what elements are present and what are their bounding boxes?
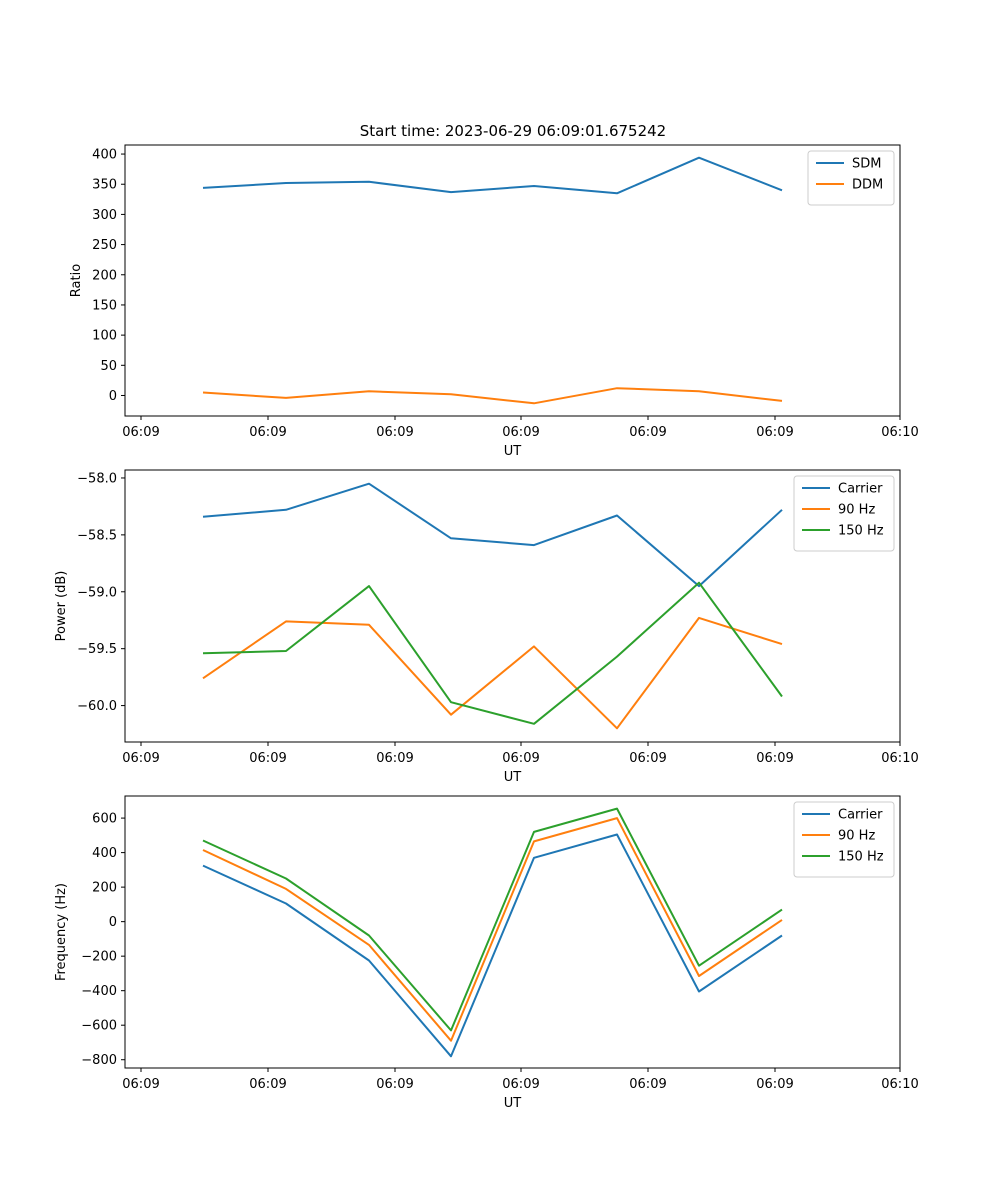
- y-tick-label: −400: [81, 984, 117, 999]
- panel-2: 06:09 06:09 06:09 06:09 06:09 06:09 06:10 −60.0…: [54, 469, 919, 785]
- x-tick-label: 06:09: [122, 1077, 159, 1092]
- legend-box: [793, 801, 895, 878]
- x-tick-label: 06:09: [249, 425, 286, 440]
- x-tick-label: 06:10: [881, 425, 918, 440]
- y-tick-label: −59.0: [77, 585, 117, 600]
- y-tick-label: −59.5: [77, 642, 117, 657]
- x-tick-label: 06:09: [249, 1077, 286, 1092]
- y-tick-label: 0: [109, 915, 117, 930]
- series-line-150-hz: [202, 807, 783, 1032]
- y-tick-label: 350: [92, 178, 117, 193]
- x-tick-label: 06:09: [122, 751, 159, 766]
- y-tick-label: −58.0: [77, 471, 117, 486]
- legend-label: 90 Hz: [838, 503, 875, 518]
- x-tick-label: 06:09: [376, 751, 413, 766]
- x-tick-label: 06:10: [881, 1077, 918, 1092]
- y-tick-label: 200: [92, 268, 117, 283]
- x-tick-label: 06:09: [376, 425, 413, 440]
- y-tick-label: 400: [92, 148, 117, 163]
- axes-frame: [124, 795, 901, 1069]
- series-line-ddm: [202, 387, 783, 405]
- legend-label: Carrier: [838, 482, 883, 497]
- x-tick-label: 06:09: [629, 751, 666, 766]
- y-axis-label: Frequency (Hz): [54, 883, 69, 981]
- legend: Carrier 90 Hz 150 Hz: [793, 475, 895, 552]
- x-tick-label: 06:09: [502, 425, 539, 440]
- x-tick-label: 06:09: [249, 751, 286, 766]
- y-tick-label: 600: [92, 812, 117, 827]
- y-tick-label: 250: [92, 238, 117, 253]
- legend-label: DDM: [852, 178, 883, 193]
- x-tick-label: 06:09: [756, 751, 793, 766]
- y-tick-label: −200: [81, 950, 117, 965]
- figure-title: Start time: 2023-06-29 06:09:01.675242: [360, 122, 666, 140]
- legend-label: Carrier: [838, 808, 883, 823]
- panels: 06:09 06:09 06:09 06:09 06:09 06:09 06:10 0 50 10…: [54, 144, 919, 1111]
- panel-1: 06:09 06:09 06:09 06:09 06:09 06:09 06:10 0 50 10…: [69, 144, 919, 459]
- y-axis-label: Power (dB): [54, 571, 69, 642]
- y-tick-label: −600: [81, 1019, 117, 1034]
- x-tick-label: 06:09: [122, 425, 159, 440]
- x-tick-label: 06:09: [629, 1077, 666, 1092]
- series-line-150-hz: [202, 581, 783, 725]
- axes-frame: [124, 469, 901, 743]
- legend: Carrier 90 Hz 150 Hz: [793, 801, 895, 878]
- x-axis-label: UT: [504, 1096, 522, 1111]
- x-axis-label: UT: [504, 444, 522, 459]
- x-tick-label: 06:10: [881, 751, 918, 766]
- y-tick-label: 150: [92, 298, 117, 313]
- x-tick-label: 06:09: [376, 1077, 413, 1092]
- y-tick-label: −58.5: [77, 528, 117, 543]
- x-axis-label: UT: [504, 770, 522, 785]
- y-axis-label: Ratio: [69, 264, 84, 297]
- legend-box: [807, 150, 895, 206]
- y-tick-label: 400: [92, 846, 117, 861]
- series-line-sdm: [202, 156, 783, 195]
- y-tick-label: 50: [100, 359, 117, 374]
- y-tick-label: −800: [81, 1053, 117, 1068]
- legend-label: SDM: [852, 157, 881, 172]
- y-tick-label: 0: [109, 389, 117, 404]
- x-tick-label: 06:09: [502, 1077, 539, 1092]
- x-tick-label: 06:09: [756, 1077, 793, 1092]
- panel-3: 06:09 06:09 06:09 06:09 06:09 06:09 06:10 −800 −…: [54, 795, 919, 1111]
- y-tick-label: 300: [92, 208, 117, 223]
- series-line-90-hz: [202, 616, 783, 730]
- legend: SDM DDM: [807, 150, 895, 206]
- legend-label: 150 Hz: [838, 524, 884, 539]
- x-tick-label: 06:09: [502, 751, 539, 766]
- series-line-carrier: [202, 833, 783, 1058]
- series-line-carrier: [202, 482, 783, 588]
- y-tick-label: 200: [92, 881, 117, 896]
- axes-frame: [124, 144, 901, 417]
- legend-box: [793, 475, 895, 552]
- x-tick-label: 06:09: [756, 425, 793, 440]
- y-tick-label: 100: [92, 329, 117, 344]
- y-tick-label: −60.0: [77, 699, 117, 714]
- x-tick-label: 06:09: [629, 425, 666, 440]
- series-line-90-hz: [202, 817, 783, 1042]
- legend-label: 90 Hz: [838, 829, 875, 844]
- legend-label: 150 Hz: [838, 850, 884, 865]
